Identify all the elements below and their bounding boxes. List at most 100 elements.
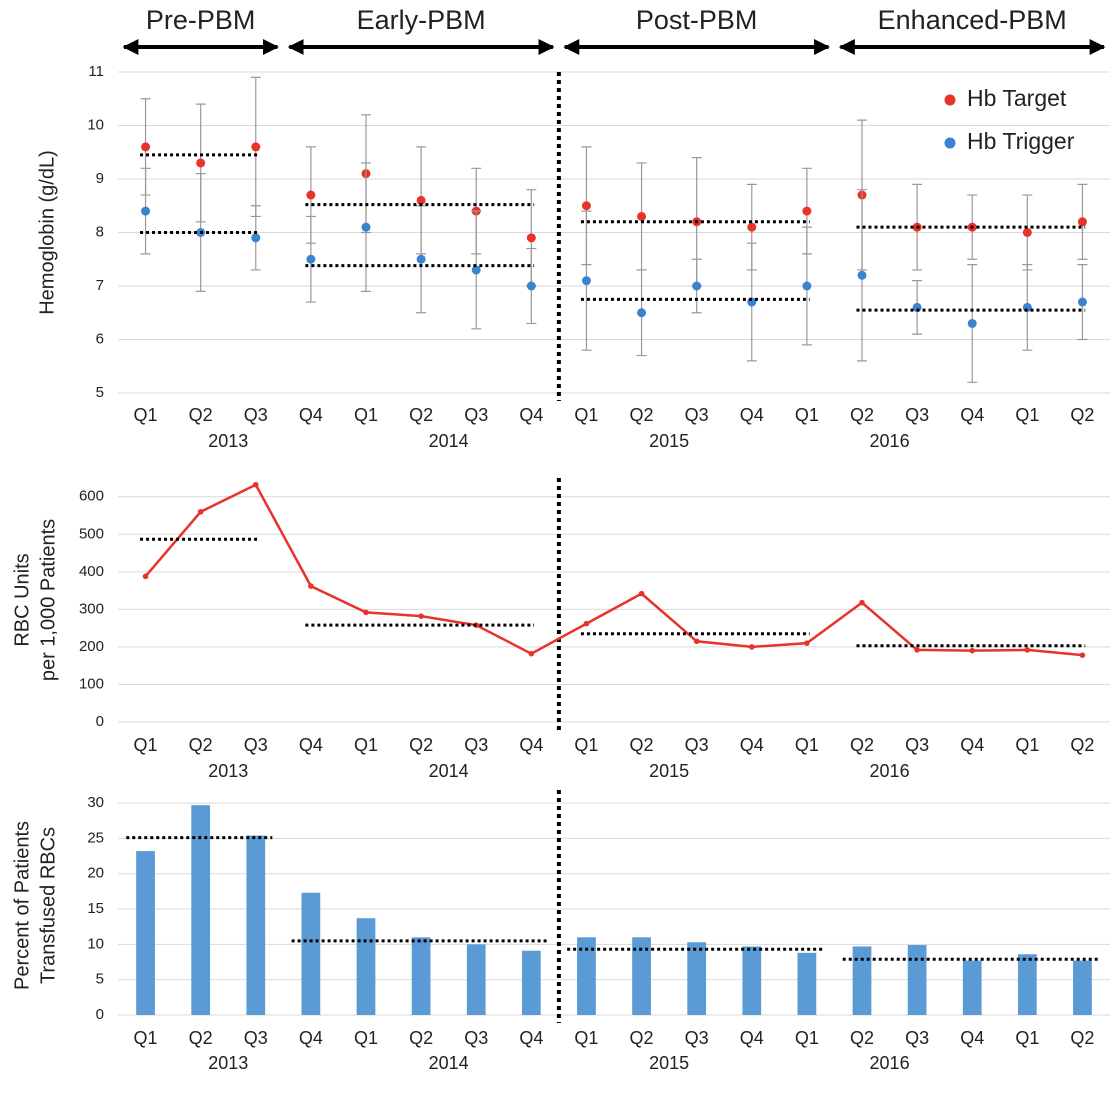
data-point — [637, 308, 647, 318]
data-point — [306, 254, 316, 264]
data-point — [969, 647, 976, 654]
x-tick-label: Q3 — [685, 1028, 709, 1048]
x-tick-label: Q2 — [1070, 735, 1094, 755]
x-tick-label: Q3 — [685, 735, 709, 755]
bar — [521, 950, 541, 1015]
data-point — [581, 276, 591, 286]
x-tick-label: Q3 — [905, 1028, 929, 1048]
data-point — [747, 222, 757, 232]
y-tick-label: 300 — [79, 600, 104, 617]
data-point — [1022, 228, 1032, 237]
bar — [1073, 960, 1092, 1015]
bar — [411, 937, 431, 1015]
x-tick-label: Q2 — [630, 405, 654, 425]
bar — [301, 892, 321, 1015]
data-point — [857, 270, 867, 280]
data-point — [526, 233, 536, 243]
period-label: Pre-PBM — [146, 5, 256, 35]
x-tick-label: Q1 — [1015, 735, 1039, 755]
x-tick-label: Q2 — [409, 735, 433, 755]
bar — [191, 805, 211, 1015]
bar — [797, 952, 817, 1015]
x-group-label: 2015 — [649, 1053, 689, 1073]
x-tick-label: Q2 — [850, 735, 874, 755]
data-point — [197, 508, 204, 515]
x-tick-label: Q1 — [795, 405, 819, 425]
x-tick-label: Q3 — [244, 405, 268, 425]
y-tick-label: 5 — [96, 384, 104, 401]
y-tick-label: 6 — [96, 330, 104, 347]
x-tick-label: Q4 — [960, 1028, 984, 1048]
y-tick-label: 25 — [87, 829, 104, 846]
x-tick-label: Q4 — [740, 405, 764, 425]
x-tick-label: Q4 — [960, 735, 984, 755]
x-tick-label: Q2 — [630, 1028, 654, 1048]
bar — [962, 960, 982, 1015]
x-tick-label: Q2 — [189, 1028, 213, 1048]
x-group-label: 2013 — [208, 1053, 248, 1073]
y-tick-label: 10 — [87, 116, 104, 133]
y-tick-label: 11 — [88, 63, 104, 80]
x-group-label: 2014 — [429, 1053, 469, 1073]
x-group-label: 2014 — [429, 431, 469, 451]
y-axis-title: Percent of Patients — [11, 821, 33, 990]
data-point — [416, 195, 426, 205]
x-tick-label: Q4 — [519, 735, 543, 755]
x-tick-label: Q1 — [574, 735, 598, 755]
y-tick-label: 200 — [79, 638, 104, 655]
y-tick-label: 30 — [87, 794, 104, 811]
y-tick-label: 400 — [79, 563, 104, 580]
x-tick-label: Q4 — [299, 735, 323, 755]
x-tick-label: Q1 — [354, 1028, 378, 1048]
legend-marker — [944, 94, 956, 106]
x-tick-label: Q2 — [409, 1028, 433, 1048]
y-tick-label: 20 — [87, 865, 104, 882]
y-tick-label: 9 — [96, 170, 104, 187]
data-point — [638, 590, 645, 597]
x-tick-label: Q1 — [574, 405, 598, 425]
x-group-label: 2013 — [208, 761, 248, 781]
data-point — [142, 573, 149, 580]
y-axis-title: per 1,000 Patients — [37, 519, 59, 681]
x-group-label: 2015 — [649, 761, 689, 781]
x-tick-label: Q3 — [244, 735, 268, 755]
x-tick-label: Q1 — [795, 1028, 819, 1048]
y-tick-label: 600 — [79, 488, 104, 505]
data-point — [1077, 217, 1087, 227]
data-point — [526, 281, 536, 291]
x-tick-label: Q2 — [1070, 1028, 1094, 1048]
y-axis-title: Hemoglobin (g/dL) — [36, 150, 58, 315]
data-point — [802, 206, 812, 216]
data-point — [1077, 297, 1087, 307]
data-point — [692, 281, 702, 291]
x-tick-label: Q1 — [354, 735, 378, 755]
y-tick-label: 0 — [96, 1006, 104, 1023]
x-tick-label: Q2 — [189, 405, 213, 425]
y-tick-label: 500 — [79, 525, 104, 542]
data-point — [418, 613, 424, 619]
data-point — [1024, 647, 1031, 653]
x-tick-label: Q1 — [1015, 1028, 1039, 1048]
legend-label: Hb Target — [967, 85, 1067, 111]
y-axis-title: Transfused RBCs — [37, 827, 59, 984]
data-point — [1079, 652, 1086, 658]
x-tick-label: Q3 — [905, 405, 929, 425]
x-group-label: 2016 — [870, 1053, 910, 1073]
data-point — [637, 211, 647, 221]
data-point — [252, 481, 259, 488]
x-group-label: 2016 — [870, 761, 910, 781]
x-tick-label: Q2 — [1070, 405, 1094, 425]
data-point — [308, 583, 314, 589]
period-label: Enhanced-PBM — [878, 5, 1067, 35]
bar — [907, 945, 927, 1015]
bar — [1017, 954, 1037, 1015]
x-tick-label: Q4 — [960, 405, 984, 425]
data-point — [914, 647, 920, 653]
x-tick-label: Q1 — [795, 735, 819, 755]
data-point — [196, 158, 206, 168]
bar — [577, 937, 596, 1015]
data-point — [693, 638, 700, 645]
bar — [466, 944, 486, 1015]
x-tick-label: Q4 — [299, 1028, 323, 1048]
